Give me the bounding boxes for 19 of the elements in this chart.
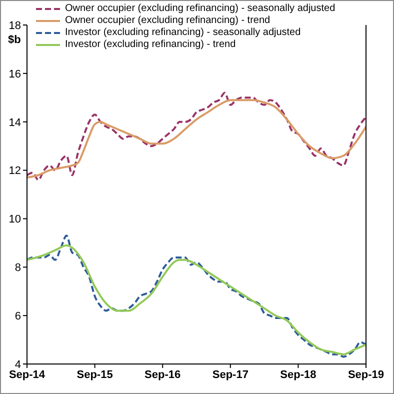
x-tick-label: Sep-15 xyxy=(76,368,113,381)
x-tick-label: Sep-18 xyxy=(280,368,316,381)
x-tick-label: Sep-14 xyxy=(8,368,46,381)
legend-label: Owner occupier (excluding refinancing) - trend xyxy=(65,15,270,27)
y-tick-label: 18 xyxy=(8,20,21,32)
legend-label: Investor (excluding refinancing) - seasonally adjusted xyxy=(65,27,301,39)
y-tick-label: 14 xyxy=(8,116,21,129)
x-tick-label: Sep-17 xyxy=(212,368,248,381)
y-tick-label: 6 xyxy=(14,310,21,322)
x-tick-label: Sep-19 xyxy=(348,368,384,381)
legend-label: Owner occupier (excluding refinancing) - seasonally adjusted xyxy=(65,3,336,15)
x-tick-label: Sep-16 xyxy=(144,368,181,381)
y-tick-label: 12 xyxy=(8,165,21,178)
y-axis-title: $b xyxy=(8,34,21,46)
y-tick-label: 4 xyxy=(14,358,21,371)
y-tick-label: 16 xyxy=(8,68,21,80)
y-tick-label: 8 xyxy=(14,262,21,274)
legend-label: Investor (excluding refinancing) - trend xyxy=(65,39,236,51)
y-tick-label: 10 xyxy=(8,214,21,226)
